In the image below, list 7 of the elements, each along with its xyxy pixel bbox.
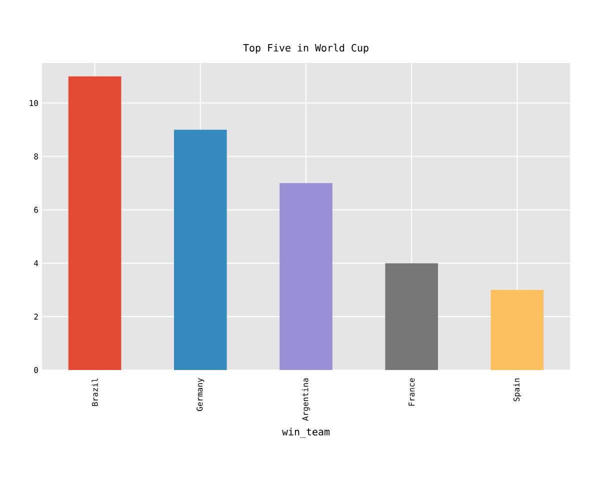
bar xyxy=(490,290,544,370)
bar xyxy=(385,263,438,370)
bar xyxy=(68,76,122,370)
chart-title: Top Five in World Cup xyxy=(243,44,368,54)
bar xyxy=(280,183,332,370)
x-axis-title: win_team xyxy=(282,428,330,438)
bar xyxy=(174,130,227,370)
